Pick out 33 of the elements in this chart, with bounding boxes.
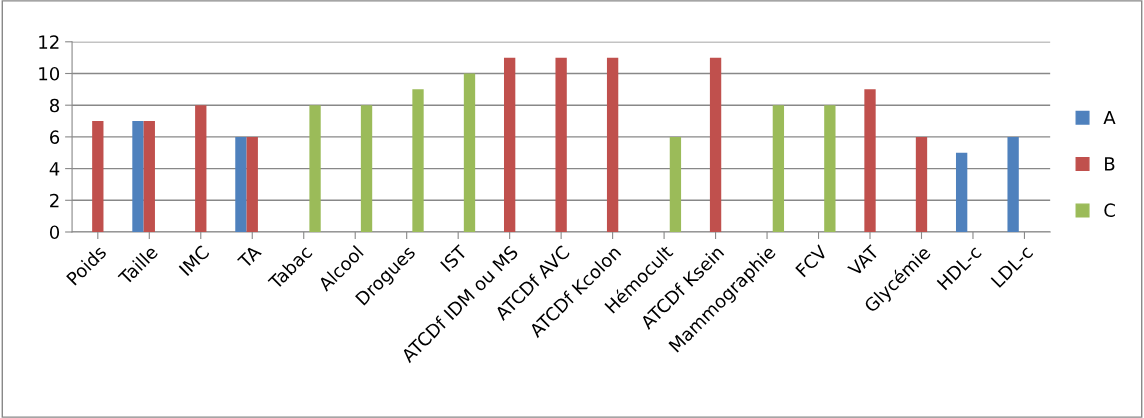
bar (503, 57, 516, 232)
bar (669, 136, 682, 232)
x-tick-label: IST (439, 243, 469, 273)
bar (772, 105, 785, 232)
legend-label: C (1104, 203, 1115, 218)
y-tick-label: 4 (49, 162, 60, 176)
y-tick-label: 12 (39, 35, 59, 49)
y-tick-label: 10 (39, 66, 60, 81)
bar (709, 57, 722, 232)
bar (195, 105, 207, 232)
bar (824, 105, 836, 232)
bar (606, 57, 619, 232)
bar (309, 105, 321, 232)
y-tick-label: 2 (50, 193, 59, 208)
legend-label: A (1103, 110, 1116, 125)
bar (132, 121, 144, 232)
y-tick-label: 8 (50, 98, 60, 113)
bar (1007, 136, 1019, 232)
y-tick-label: 6 (50, 130, 60, 145)
bar (555, 57, 567, 232)
bar (235, 136, 247, 232)
bar (92, 121, 104, 232)
bar (143, 121, 155, 232)
bar (915, 136, 928, 232)
bar (246, 136, 258, 232)
bar (864, 89, 876, 232)
x-tick-label: TA (237, 244, 262, 270)
bar (463, 73, 476, 232)
legend-label: B (1105, 157, 1115, 171)
bar (412, 89, 424, 232)
y-tick-label: 0 (49, 225, 60, 240)
bar (360, 105, 373, 232)
bar (955, 152, 968, 232)
